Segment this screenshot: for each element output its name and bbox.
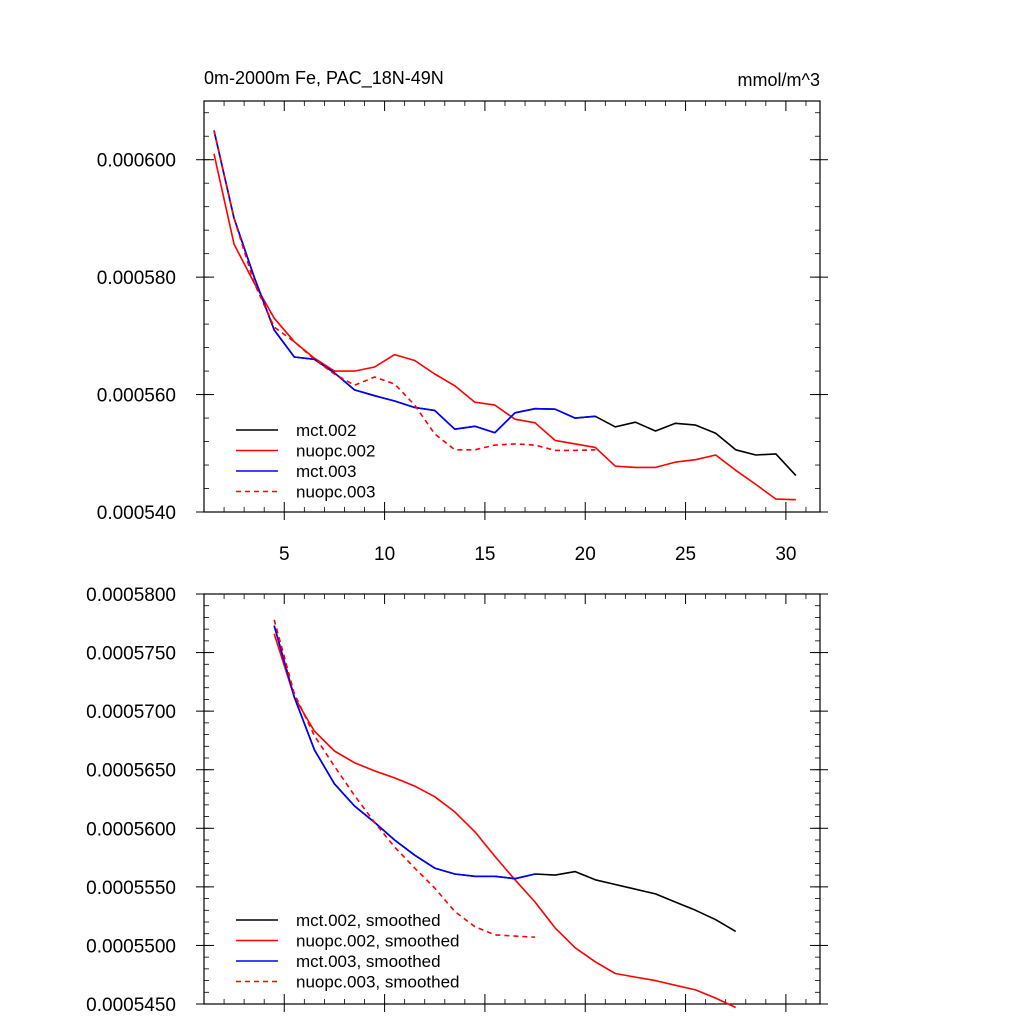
y-tick-label: 0.0005550 (86, 878, 176, 899)
y-tick-label: 0.000560 (97, 386, 176, 407)
series-line-mct-003 (213, 130, 596, 434)
y-tick-label: 0.0005650 (86, 761, 176, 782)
series-line-nuopc-002-smoothed (273, 633, 737, 1009)
y-tick-label: 0.000600 (97, 151, 176, 172)
x-tick-label: 25 (675, 544, 696, 565)
y-tick-label: 0.0005800 (86, 585, 176, 606)
y-tick-label: 0.0005750 (86, 644, 176, 665)
legend-label: nuopc.003 (296, 483, 375, 502)
legend-label: mct.003 (296, 462, 356, 481)
legend-label: nuopc.003, smoothed (296, 973, 460, 992)
y-tick-label: 0.000580 (97, 268, 176, 289)
legend-label: nuopc.002 (296, 442, 375, 461)
plot-frame (203, 100, 821, 513)
y-tick-label: 0.0005600 (86, 819, 176, 840)
y-tick-label: 0.0005500 (86, 936, 176, 957)
units-label: mmol/m^3 (738, 70, 820, 90)
legend-label: nuopc.002, smoothed (296, 932, 460, 951)
series-line-nuopc-003-smoothed (273, 619, 536, 938)
legend-label: mct.003, smoothed (296, 952, 441, 971)
x-tick-label: 5 (279, 544, 290, 565)
chart-title: 0m-2000m Fe, PAC_18N-49N (204, 68, 444, 89)
panel-bottom: 0.0005450 0.0005500 0.0005550 0.0005600 0.00… (86, 585, 828, 1016)
x-tick-label: 20 (575, 544, 596, 565)
x-tick-label: 15 (474, 544, 495, 565)
x-tick-label: 10 (374, 544, 395, 565)
y-tick-label: 0.000540 (97, 503, 176, 524)
series-line-nuopc-003 (213, 130, 596, 452)
legend-label: mct.002 (296, 421, 356, 440)
series-line-mct-003-smoothed (273, 625, 536, 880)
y-tick-label: 0.0005700 (86, 702, 176, 723)
legend-label: mct.002, smoothed (296, 911, 441, 930)
y-tick-label: 0.0005450 (86, 995, 176, 1016)
plot-frame (203, 593, 821, 1005)
panel-top: 0m-2000m Fe, PAC_18N-49N mmol/m^3 5 10 15 2… (97, 68, 828, 565)
x-tick-label: 30 (775, 544, 796, 565)
